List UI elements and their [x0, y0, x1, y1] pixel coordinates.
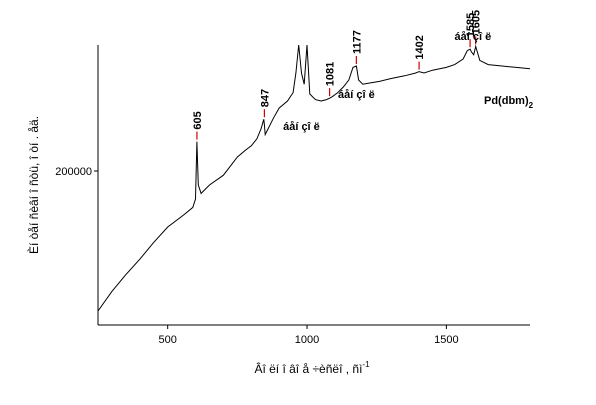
- x-axis-title-main: Âî ëí î âî å ÷èñëî , ñì: [254, 361, 362, 376]
- x-tick-label: 1500: [434, 334, 458, 346]
- annotations: áåí çî ë áåí çî ë áåí çî ë: [283, 31, 491, 133]
- series-line-pd-dbm2: [97, 44, 531, 312]
- x-tick-label: 500: [158, 334, 176, 346]
- peak-label: 1177: [351, 30, 363, 54]
- y-tick-label: 200000: [55, 166, 92, 178]
- peak-label: 1585: [465, 13, 477, 37]
- series-label-subscript: 2: [529, 101, 534, 110]
- y-axis-ticks: 200000: [55, 166, 98, 178]
- annotation-label: áåí çî ë: [338, 89, 375, 101]
- annotation-label: áåí çî ë: [455, 31, 492, 43]
- peak-label: 1605: [471, 10, 483, 34]
- peak-label: 847: [259, 89, 271, 107]
- peak-label: 1081: [325, 62, 337, 86]
- series-label-main: Pd(dbm): [484, 95, 529, 107]
- x-axis-ticks: 500 1000 1500: [158, 325, 459, 346]
- peak-label: 1402: [414, 35, 426, 59]
- plot-area: [97, 45, 530, 326]
- annotation-label: áåí çî ë: [283, 121, 320, 133]
- x-axis-title: Âî ëí î âî å ÷èñëî , ñì-1: [254, 360, 370, 376]
- series-label: Pd(dbm)2: [484, 95, 534, 110]
- peak-label: 605: [192, 111, 204, 129]
- x-tick-label: 1000: [295, 334, 319, 346]
- x-axis-title-superscript: -1: [362, 360, 370, 369]
- y-axis-title: Èí òåí ñèâí î ñòü, î òí . åä.: [26, 116, 41, 254]
